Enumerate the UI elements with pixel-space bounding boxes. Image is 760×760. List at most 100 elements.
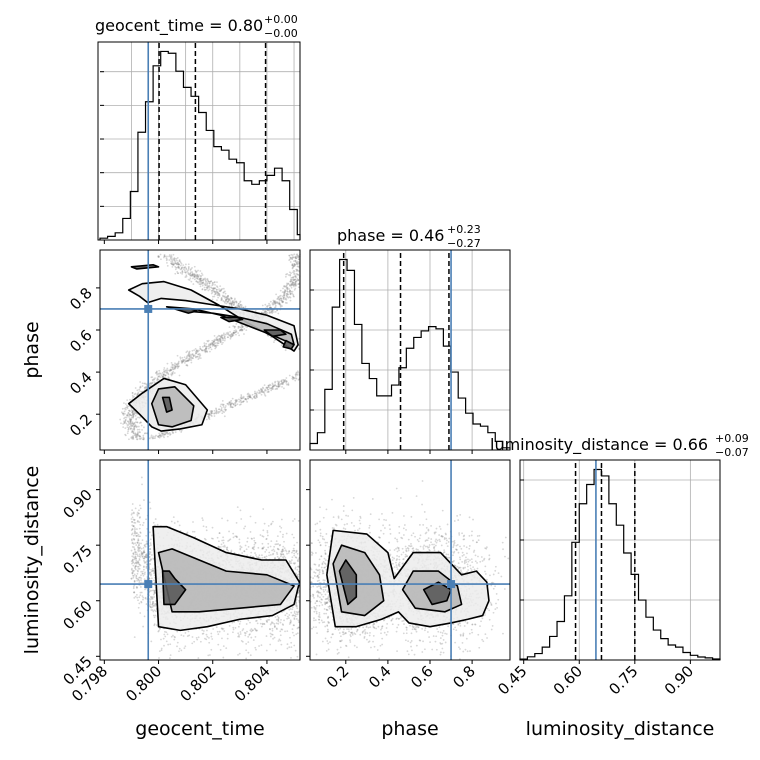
sample-point	[191, 274, 194, 276]
sample-point	[277, 543, 280, 545]
sample-point	[140, 421, 142, 424]
sample-point	[296, 263, 299, 266]
sample-point	[266, 305, 268, 308]
sample-point	[173, 367, 176, 370]
sample-point	[216, 338, 219, 341]
sample-point	[179, 268, 182, 271]
sample-point	[188, 358, 191, 360]
sample-point	[137, 546, 139, 549]
sample-point	[182, 358, 184, 361]
sample-point	[230, 333, 233, 336]
sample-point	[230, 399, 233, 402]
sample-point	[244, 398, 247, 400]
sample-point	[295, 269, 298, 272]
sample-point	[192, 354, 195, 356]
sample-point	[205, 347, 207, 349]
sample-point	[281, 385, 283, 388]
sample-point	[209, 280, 212, 283]
sample-point	[138, 602, 141, 605]
sample-point	[235, 400, 238, 403]
sample-point	[213, 409, 216, 412]
sample-point	[289, 296, 292, 299]
sample-point	[229, 335, 232, 338]
sample-point	[285, 292, 288, 295]
sample-point	[209, 350, 211, 353]
sample-point	[206, 287, 209, 290]
sample-point	[231, 333, 234, 336]
sample-point	[237, 653, 239, 656]
sample-point	[195, 271, 198, 274]
sample-point	[293, 283, 295, 286]
sample-point	[212, 282, 214, 284]
sample-point	[285, 273, 287, 276]
sample-point	[135, 593, 138, 596]
sample-point	[152, 614, 155, 617]
sample-point	[194, 274, 197, 277]
sample-point	[242, 306, 245, 309]
sample-point	[132, 413, 135, 416]
sample-point	[234, 325, 236, 328]
sample-point	[242, 400, 245, 403]
sample-point	[229, 300, 232, 302]
sample-point	[148, 501, 151, 504]
sample-point	[267, 390, 270, 393]
sample-point	[286, 647, 289, 650]
sample-point	[222, 300, 225, 302]
sample-point	[136, 579, 139, 582]
sample-point	[279, 305, 282, 308]
sample-point	[124, 406, 127, 409]
sample-point	[123, 410, 126, 413]
sample-point	[210, 412, 213, 415]
sample-point	[184, 272, 187, 274]
sample-point	[175, 257, 178, 260]
sample-point	[224, 300, 227, 303]
sample-point	[170, 262, 173, 264]
sample-point	[224, 290, 226, 293]
sample-point	[230, 297, 233, 300]
sample-point	[150, 598, 152, 601]
sample-point	[182, 264, 185, 267]
sample-point	[144, 387, 147, 390]
sample-point	[209, 346, 212, 349]
sample-point	[292, 547, 295, 550]
sample-point	[292, 279, 295, 282]
sample-point	[133, 425, 136, 428]
sample-point	[220, 299, 223, 302]
sample-point	[159, 435, 162, 437]
sample-point	[279, 555, 282, 558]
sample-point	[223, 336, 226, 338]
sample-point	[297, 279, 300, 281]
sample-point	[225, 332, 228, 335]
sample-point	[288, 254, 291, 257]
sample-point	[144, 571, 146, 574]
sample-point	[178, 524, 181, 527]
sample-point	[281, 300, 284, 303]
sample-point	[273, 385, 276, 387]
sample-point	[244, 525, 247, 528]
sample-point	[196, 274, 199, 276]
sample-point	[163, 373, 166, 376]
sample-point	[294, 373, 297, 376]
sample-point	[126, 432, 129, 435]
sample-point	[230, 402, 233, 405]
sample-point	[222, 295, 224, 298]
sample-point	[211, 295, 214, 298]
sample-point	[243, 327, 246, 330]
sample-point	[176, 520, 179, 523]
sample-point	[292, 276, 295, 278]
sample-point	[186, 531, 189, 534]
sample-point	[140, 579, 142, 581]
sample-point	[134, 551, 137, 554]
sample-point	[203, 342, 206, 345]
sample-point	[138, 567, 141, 570]
sample-point	[296, 607, 299, 610]
sample-point	[216, 291, 219, 294]
sample-point	[282, 287, 284, 290]
sample-point	[249, 396, 252, 399]
sample-point	[164, 630, 166, 633]
sample-point	[293, 282, 296, 285]
sample-point	[157, 375, 160, 378]
sample-point	[271, 382, 274, 385]
sample-point	[169, 434, 171, 436]
sample-point	[206, 282, 209, 284]
